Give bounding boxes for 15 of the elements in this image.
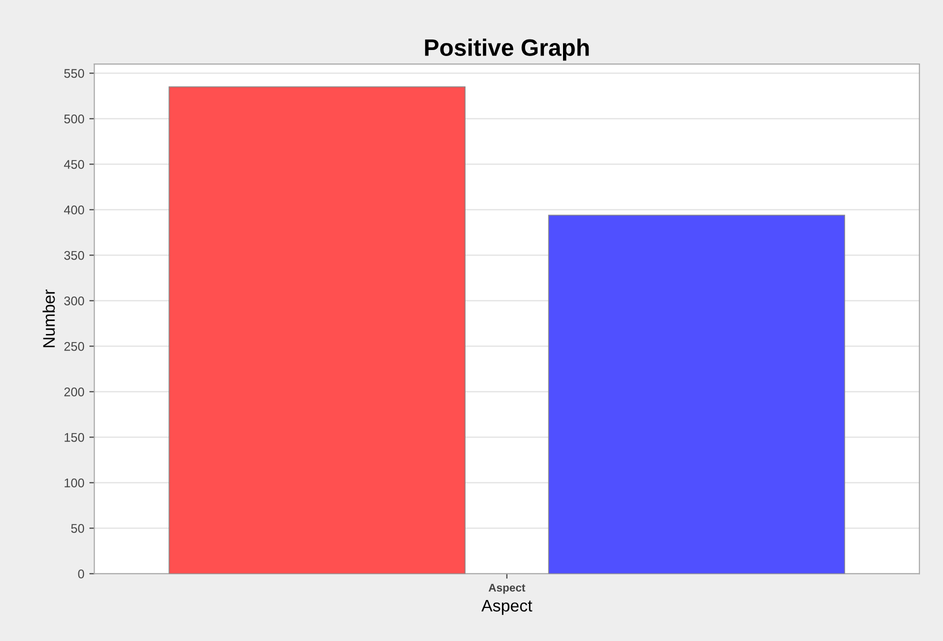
y-tick-label: 400 <box>64 206 84 214</box>
y-tick-label: 50 <box>71 524 84 533</box>
y-tick-label: 200 <box>64 388 84 396</box>
y-axis-title: Number <box>42 290 55 348</box>
y-tick-label: 300 <box>64 296 84 306</box>
chart-title: Positive Graph <box>425 38 589 61</box>
y-tick-label: 500 <box>64 114 84 124</box>
y-tick-label: 150 <box>64 432 84 442</box>
x-axis-title: Aspect <box>481 600 532 615</box>
y-tick-label: 100 <box>64 478 84 488</box>
y-tick-label: 250 <box>64 342 84 351</box>
y-tick-label: 550 <box>64 69 84 78</box>
y-tick-label: 0 <box>78 569 84 578</box>
y-tick-label: 450 <box>64 160 84 169</box>
y-tick-label: 350 <box>64 251 84 260</box>
